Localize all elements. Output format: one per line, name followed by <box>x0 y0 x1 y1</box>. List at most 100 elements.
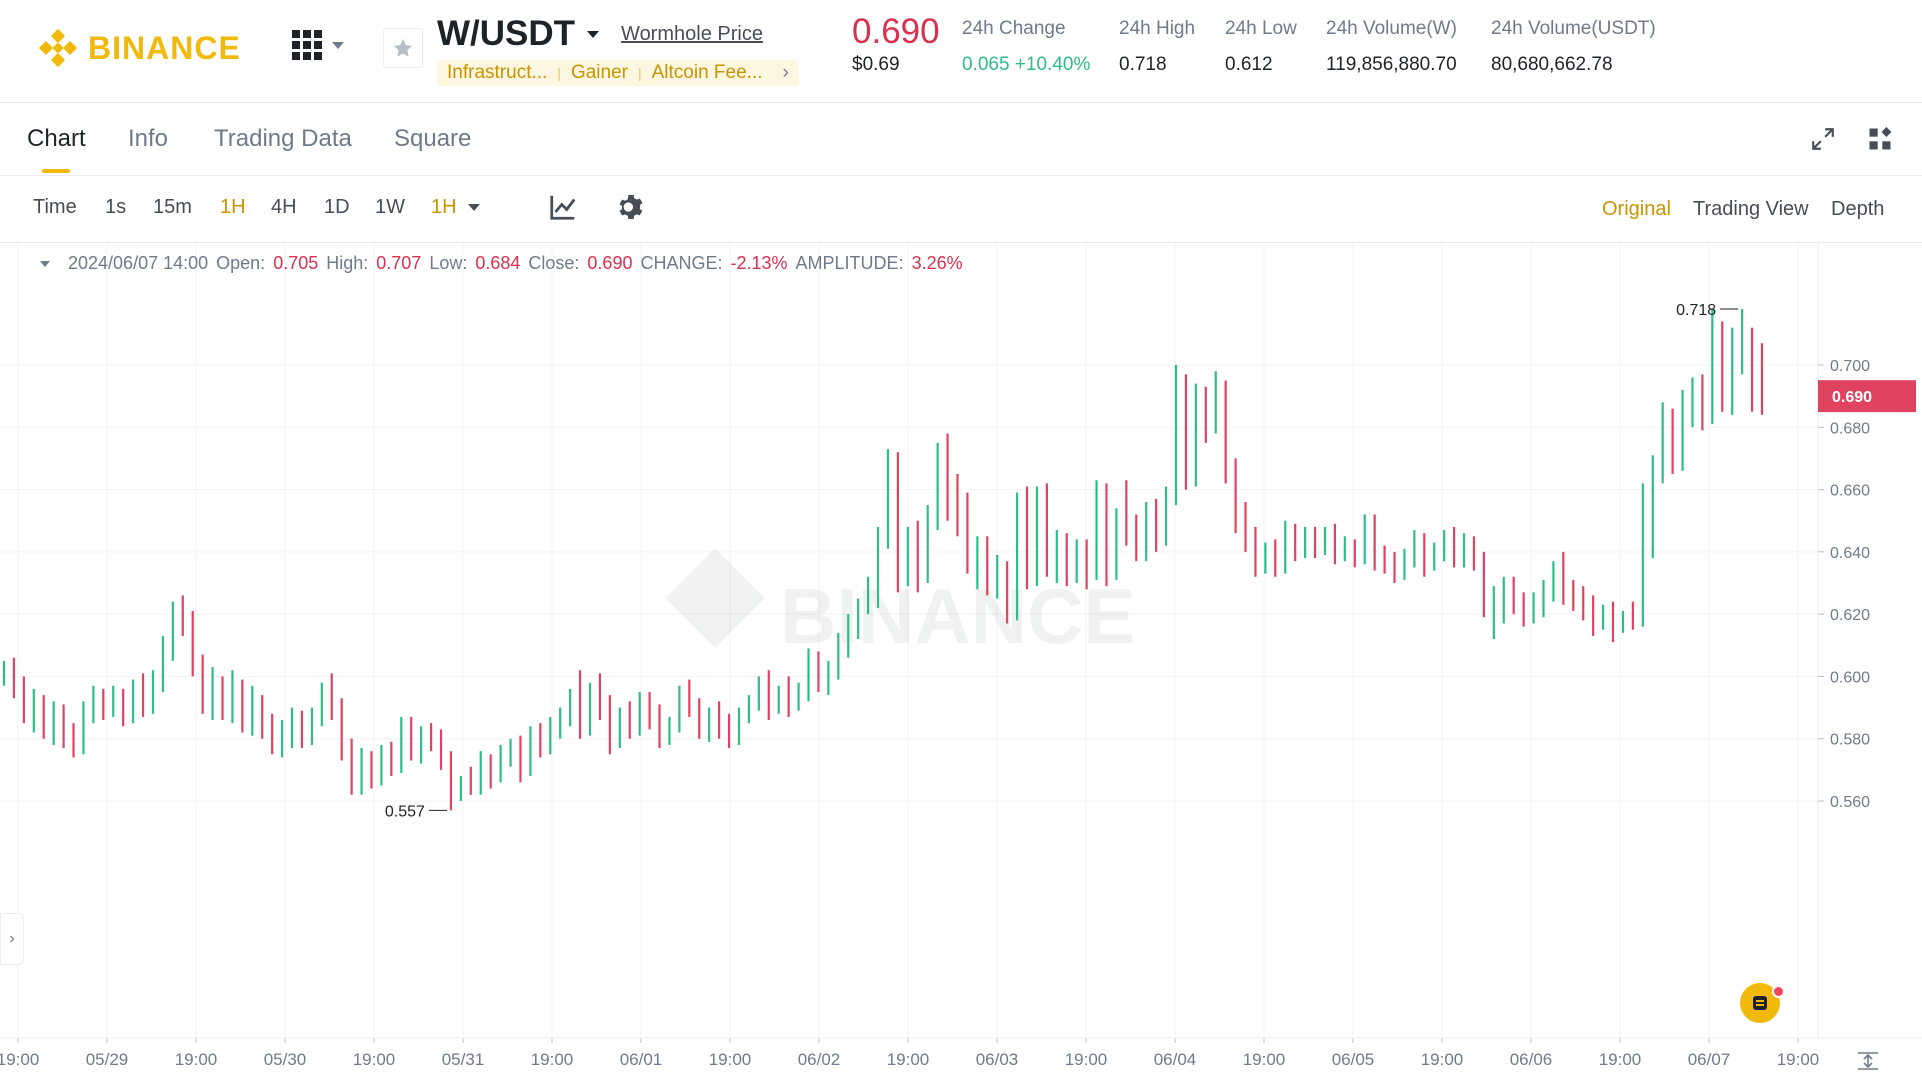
stat-24h-change: 24h Change 0.065 +10.40% <box>962 18 1090 76</box>
x-tick-label: 19:00 <box>175 1050 218 1069</box>
grid-icon <box>292 30 322 60</box>
max-marker-label: 0.718 <box>1676 302 1716 319</box>
x-tick-label: 05/30 <box>264 1050 307 1069</box>
x-tick-label: 06/01 <box>620 1050 663 1069</box>
stat-24h-volume-quote: 24h Volume(USDT) 80,680,662.78 <box>1491 18 1656 76</box>
tab-chart[interactable]: Chart <box>27 125 86 152</box>
x-tick-label: 19:00 <box>1599 1050 1642 1069</box>
interval-1w[interactable]: 1W <box>375 196 405 218</box>
ohlc-chart[interactable]: 19:00 05/29 19:00 05/30 19:00 05/31 19:00 06/01… <box>0 243 1922 1084</box>
legend-open: 0.705 <box>273 253 319 273</box>
stat-value: 0.718 <box>1119 54 1167 75</box>
active-tab-indicator <box>42 169 70 173</box>
scale-reset-icon-path <box>1858 1052 1878 1070</box>
stat-value: 80,680,662.78 <box>1491 54 1613 75</box>
interval-1d[interactable]: 1D <box>324 196 350 218</box>
x-tick-label: 19:00 <box>709 1050 752 1069</box>
chevron-down-icon <box>332 41 344 49</box>
view-original[interactable]: Original <box>1602 198 1671 220</box>
interval-dropdown[interactable]: 1H <box>431 196 481 219</box>
tag-item[interactable]: Gainer <box>570 62 628 83</box>
chevron-right-icon[interactable]: › <box>782 62 789 83</box>
chevron-right-icon: › <box>9 930 15 947</box>
legend-low: 0.684 <box>475 253 521 273</box>
scale-reset-icon[interactable] <box>1858 1052 1878 1070</box>
price-link[interactable]: Wormhole Price <box>621 22 763 45</box>
tag-separator: | <box>557 65 561 81</box>
current-price-label: 0.690 <box>1832 389 1872 406</box>
tag-separator: | <box>637 65 642 81</box>
favorite-button[interactable] <box>383 28 423 68</box>
tag-item[interactable]: Altcoin Fee... <box>651 62 763 83</box>
last-price-block: 0.690 $0.69 <box>852 12 940 76</box>
layout-icon[interactable] <box>1866 125 1894 153</box>
legend-low-label: Low: <box>429 253 468 273</box>
tag-item[interactable]: Infrastruct... <box>447 62 548 83</box>
legend-high-label: High: <box>326 253 369 273</box>
y-tick-label: 0.580 <box>1830 732 1870 749</box>
pair-dropdown-icon <box>587 30 600 38</box>
binance-logo-icon <box>38 28 78 68</box>
view-trading-view[interactable]: Trading View <box>1693 198 1809 220</box>
interval-1s[interactable]: 1s <box>105 196 127 218</box>
y-tick-label: 0.680 <box>1830 420 1870 437</box>
watermark-logo <box>665 548 765 648</box>
settings-gear-icon[interactable] <box>615 191 647 223</box>
y-tick-label: 0.700 <box>1830 358 1870 375</box>
tab-square[interactable]: Square <box>394 125 472 152</box>
indicators-icon[interactable] <box>548 192 578 222</box>
binance-logo[interactable]: BINANCE <box>38 28 241 68</box>
tab-info[interactable]: Info <box>128 125 169 152</box>
logo-wordmark: BINANCE <box>88 29 241 66</box>
legend-change-label: CHANGE: <box>640 253 723 273</box>
watermark-text: BINANCE <box>780 572 1135 660</box>
top-header: BINANCE W/USDT Wormhole Price Infrastruc… <box>0 0 1922 103</box>
expand-icon[interactable] <box>1810 126 1836 152</box>
interval-time[interactable]: Time <box>33 196 77 218</box>
interval-15m[interactable]: 15m <box>153 196 192 218</box>
pair-selector[interactable]: W/USDT Wormhole Price <box>437 14 763 54</box>
x-tick-label: 06/02 <box>798 1050 841 1069</box>
current-price-tag <box>1818 380 1916 413</box>
legend-close: 0.690 <box>587 253 633 273</box>
chart-toolbar: Time 1s 15m 1H 4H 1D 1W 1H Original Trad… <box>0 176 1922 243</box>
x-tick-label: 19:00 <box>1065 1050 1108 1069</box>
stat-24h-low: 24h Low 0.612 <box>1225 18 1297 76</box>
tag-bar: Infrastruct... | Gainer | Altcoin Fee...… <box>437 60 799 86</box>
last-price-usd: $0.69 <box>852 54 900 75</box>
stat-24h-volume-base: 24h Volume(W) 119,856,880.70 <box>1326 18 1457 76</box>
legend-date: 2024/06/07 14:00 <box>68 253 209 273</box>
stat-value: 0.065 +10.40% <box>962 54 1091 75</box>
legend-close-label: Close: <box>528 253 580 273</box>
x-tick-label: 19:00 <box>887 1050 930 1069</box>
apps-menu-button[interactable] <box>292 30 344 60</box>
x-tick-label: 06/04 <box>1154 1050 1197 1069</box>
tab-actions <box>1810 125 1894 153</box>
tab-trading-data[interactable]: Trading Data <box>214 125 352 152</box>
y-tick-label: 0.560 <box>1830 794 1870 811</box>
notification-dot <box>1772 985 1785 998</box>
legend-high: 0.707 <box>376 253 422 273</box>
chevron-down-icon <box>468 204 481 212</box>
x-tick-label: 19:00 <box>0 1050 39 1069</box>
expand-sidebar-button[interactable]: › <box>0 913 24 965</box>
chart-area[interactable]: 19:00 05/29 19:00 05/30 19:00 05/31 19:00 06/01… <box>0 243 1922 1084</box>
view-depth[interactable]: Depth <box>1831 198 1885 220</box>
x-tick-label: 06/03 <box>976 1050 1019 1069</box>
x-tick-label: 19:00 <box>1243 1050 1286 1069</box>
legend-collapse-icon[interactable] <box>40 260 50 267</box>
last-price: 0.690 <box>852 12 940 51</box>
pair-symbol: W/USDT <box>437 14 576 53</box>
y-tick-label: 0.660 <box>1830 483 1870 500</box>
stat-value: 119,856,880.70 <box>1326 54 1457 75</box>
star-icon <box>393 38 413 57</box>
x-tick-label: 19:00 <box>1421 1050 1464 1069</box>
stat-24h-high: 24h High 0.718 <box>1119 18 1195 76</box>
legend-change: -2.13% <box>730 253 788 273</box>
x-tick-label: 19:00 <box>531 1050 574 1069</box>
legend-open-label: Open: <box>216 253 266 273</box>
plot-background <box>0 243 1818 1038</box>
x-tick-label: 05/31 <box>442 1050 485 1069</box>
interval-4h[interactable]: 4H <box>271 196 297 218</box>
interval-1h[interactable]: 1H <box>220 196 246 218</box>
